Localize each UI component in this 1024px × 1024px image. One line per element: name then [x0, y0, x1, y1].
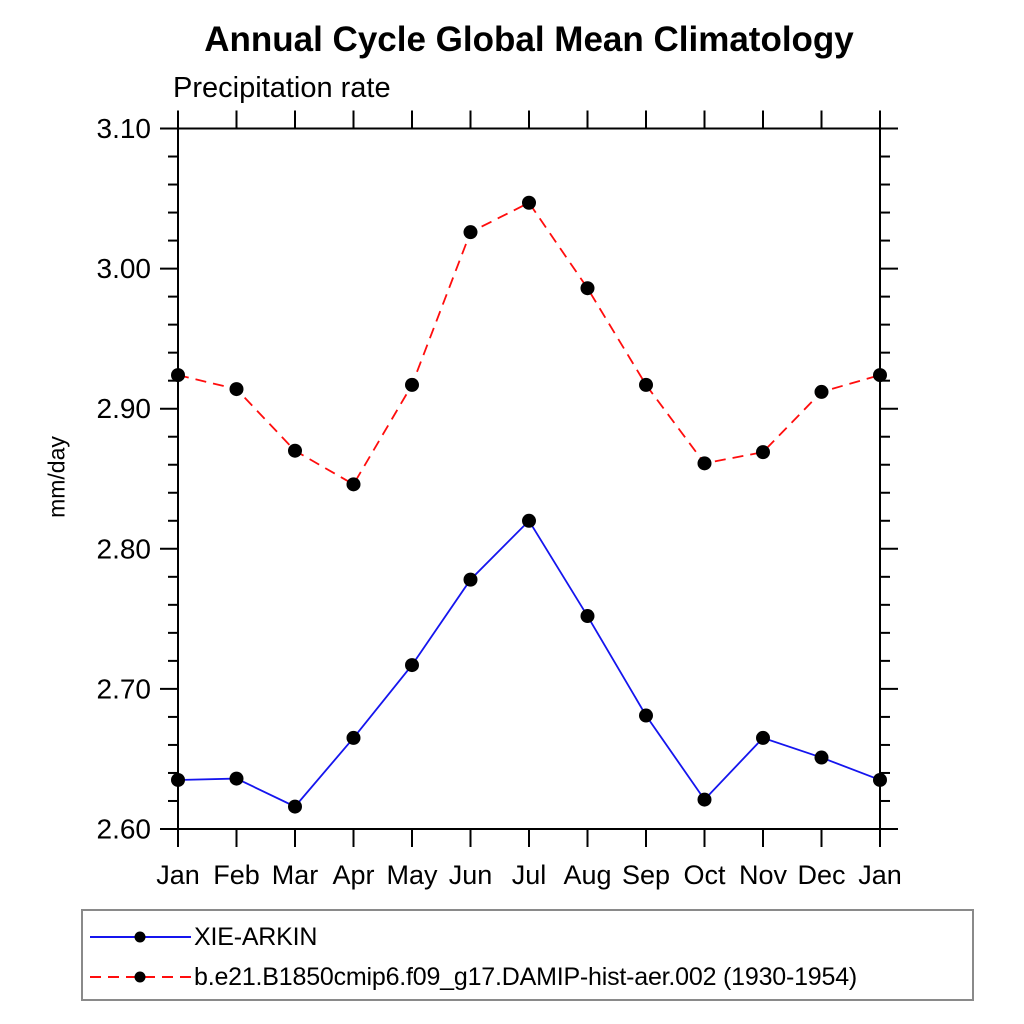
x-tick-label: Dec [797, 860, 845, 890]
data-point-s1 [580, 281, 595, 296]
x-tick-label: Nov [739, 860, 788, 890]
data-point-s0 [171, 772, 185, 787]
x-tick-label: Feb [213, 860, 260, 890]
data-point-s1 [873, 368, 887, 383]
legend-item-model: b.e21.B1850cmip6.f09_g17.DAMIP-hist-aer.… [89, 962, 857, 992]
x-tick-label: Jun [449, 860, 493, 890]
data-point-s0 [463, 572, 478, 587]
y-tick-label: 2.60 [97, 814, 152, 845]
series-line-1 [177, 201, 881, 486]
legend-line-dashed-sample [90, 971, 191, 983]
data-point-s1 [756, 445, 770, 460]
legend-box: XIE-ARKIN b.e21.B1850cmip6.f09_g17.DAMIP… [81, 909, 974, 1001]
chart-subtitle: Precipitation rate [173, 72, 391, 104]
y-tick-label: 3.00 [97, 253, 152, 284]
x-tick-label: Mar [272, 860, 319, 890]
data-point-s0 [229, 771, 244, 786]
data-point-s0 [288, 799, 302, 814]
x-tick-label: Jan [156, 860, 200, 890]
x-tick-label: Jul [512, 860, 547, 890]
data-point-s1 [229, 382, 244, 397]
data-point-s1 [346, 477, 361, 492]
x-tick-label: Oct [683, 860, 726, 890]
data-point-s1 [405, 377, 419, 392]
legend-line-solid-sample [90, 931, 191, 943]
data-point-s1 [288, 443, 302, 458]
data-point-s1 [814, 384, 829, 399]
data-point-s0 [697, 792, 712, 807]
chart-title: Annual Cycle Global Mean Climatology [204, 20, 854, 59]
data-point-s0 [639, 708, 653, 723]
y-tick-label: 2.70 [97, 673, 152, 704]
data-point-s0 [522, 513, 536, 528]
y-tick-label: 2.90 [97, 393, 152, 424]
data-point-s1 [463, 225, 478, 240]
legend-item-obs: XIE-ARKIN [89, 922, 317, 952]
data-point-s0 [873, 772, 887, 787]
y-tick-label: 2.80 [97, 533, 152, 564]
x-tick-label: Aug [563, 860, 611, 890]
legend-label-obs: XIE-ARKIN [194, 922, 318, 951]
data-point-s0 [405, 658, 419, 673]
x-tick-label: Sep [622, 860, 670, 890]
plot-frame [177, 127, 881, 830]
x-tick-label: Apr [332, 860, 374, 890]
x-tick-label: Jan [858, 860, 902, 890]
data-point-s1 [639, 377, 653, 392]
data-point-s0 [756, 730, 770, 745]
data-point-s1 [697, 456, 712, 471]
data-point-s0 [346, 730, 361, 745]
legend-label-model: b.e21.B1850cmip6.f09_g17.DAMIP-hist-aer.… [194, 962, 858, 991]
x-tick-label: May [386, 860, 438, 890]
data-point-s1 [522, 195, 536, 210]
data-point-s0 [580, 609, 595, 624]
data-point-s0 [814, 750, 829, 765]
series-line-0 [177, 519, 881, 808]
data-point-s1 [171, 368, 185, 383]
y-tick-label: 3.10 [97, 113, 152, 144]
